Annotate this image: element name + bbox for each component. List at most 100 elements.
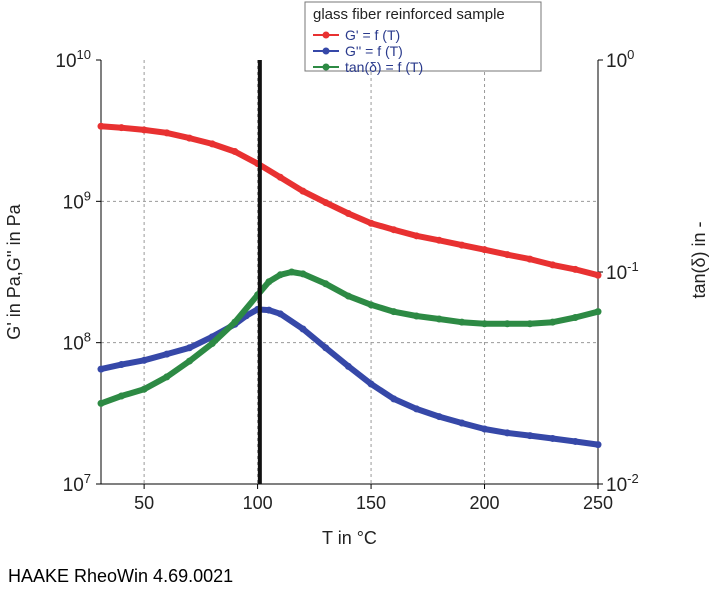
- y-left-axis-title: G' in Pa,G'' in Pa: [4, 203, 24, 339]
- data-point: [481, 425, 489, 433]
- data-point: [288, 268, 296, 276]
- data-point: [412, 405, 420, 413]
- data-point: [208, 140, 216, 148]
- data-point: [571, 314, 579, 322]
- data-point: [117, 392, 125, 400]
- data-point: [208, 339, 216, 347]
- data-point: [163, 129, 171, 137]
- y-right-axis-title: tan(δ) in -: [689, 221, 709, 298]
- data-point: [594, 441, 602, 449]
- data-point: [458, 241, 466, 249]
- data-point: [390, 395, 398, 403]
- data-point: [481, 246, 489, 254]
- data-point: [276, 173, 284, 181]
- data-point: [344, 362, 352, 370]
- data-point: [140, 126, 148, 134]
- data-point: [435, 413, 443, 421]
- data-point: [186, 344, 194, 352]
- data-point: [117, 124, 125, 132]
- x-tick-label: 200: [470, 493, 500, 513]
- data-point: [390, 226, 398, 234]
- data-point: [571, 437, 579, 445]
- data-point: [231, 148, 239, 156]
- data-point: [276, 310, 284, 318]
- data-point: [458, 419, 466, 427]
- data-point: [503, 429, 511, 437]
- x-tick-label: 100: [243, 493, 273, 513]
- data-point: [594, 271, 602, 279]
- series-line: [98, 123, 601, 279]
- legend-box: [304, 1, 542, 72]
- legend-entry: G' = f (T): [345, 27, 400, 43]
- data-point: [186, 134, 194, 142]
- data-point: [97, 122, 105, 130]
- data-point: [594, 308, 602, 316]
- chart: 50 100 150 200 250 107 108 109 1010 10-2 10-1 100 T …: [4, 1, 709, 548]
- data-point: [435, 236, 443, 244]
- data-point: [412, 312, 420, 320]
- legend-swatch-marker: [322, 47, 330, 55]
- series-0: [97, 122, 602, 279]
- y-right-tick-label: 10-2: [606, 471, 639, 496]
- data-point: [163, 350, 171, 358]
- data-point: [367, 301, 375, 309]
- y-left-tick-label: 1010: [55, 47, 91, 72]
- x-axis-title: T in °C: [322, 528, 377, 548]
- data-point: [526, 255, 534, 263]
- y-left-tick-label: 109: [63, 188, 91, 213]
- data-point: [322, 280, 330, 288]
- data-point: [163, 373, 171, 381]
- software-version-label: HAAKE RheoWin 4.69.0021: [8, 566, 234, 586]
- x-tick-label: 150: [356, 493, 386, 513]
- data-point: [367, 219, 375, 227]
- x-tick-label: 250: [583, 493, 613, 513]
- data-point: [140, 356, 148, 364]
- series-line: [98, 306, 601, 448]
- y-right-tick-label: 100: [606, 47, 634, 72]
- series-line: [98, 269, 601, 407]
- legend-entry: tan(δ) = f (T): [345, 59, 423, 75]
- data-point: [435, 315, 443, 323]
- data-point: [344, 292, 352, 300]
- data-point: [97, 365, 105, 373]
- data-point: [526, 320, 534, 328]
- data-point: [322, 344, 330, 352]
- data-point: [503, 320, 511, 328]
- data-point: [265, 306, 273, 314]
- legend: glass fiber reinforced sample G' = f (T)G…: [304, 1, 542, 75]
- data-point: [549, 318, 557, 326]
- grid-lines: [101, 60, 598, 484]
- data-point: [231, 318, 239, 326]
- data-point: [367, 380, 375, 388]
- data-point: [299, 187, 307, 195]
- data-point: [299, 270, 307, 278]
- y-left-tick-label: 108: [63, 330, 91, 355]
- legend-swatch-marker: [322, 31, 330, 39]
- legend-entry: G'' = f (T): [345, 43, 403, 59]
- data-point: [549, 434, 557, 442]
- data-point: [549, 261, 557, 269]
- series-1: [97, 305, 602, 449]
- data-point: [140, 385, 148, 393]
- y-right-tick-label: 10-1: [606, 259, 639, 284]
- x-tick-label: 50: [134, 493, 154, 513]
- data-point: [458, 318, 466, 326]
- y-left-tick-label: 107: [63, 471, 91, 496]
- data-point: [526, 432, 534, 440]
- series-2: [97, 268, 602, 407]
- data-point: [481, 320, 489, 328]
- legend-swatch-marker: [322, 63, 330, 71]
- data-point: [97, 399, 105, 407]
- legend-title: glass fiber reinforced sample: [313, 6, 505, 23]
- data-point: [322, 199, 330, 207]
- data-point: [186, 357, 194, 365]
- data-point: [117, 361, 125, 369]
- data-point: [412, 232, 420, 240]
- data-point: [299, 325, 307, 333]
- data-point: [390, 308, 398, 316]
- data-point: [265, 278, 273, 286]
- data-point: [344, 210, 352, 218]
- data-point: [503, 251, 511, 259]
- data-point: [276, 271, 284, 279]
- data-point: [571, 265, 579, 273]
